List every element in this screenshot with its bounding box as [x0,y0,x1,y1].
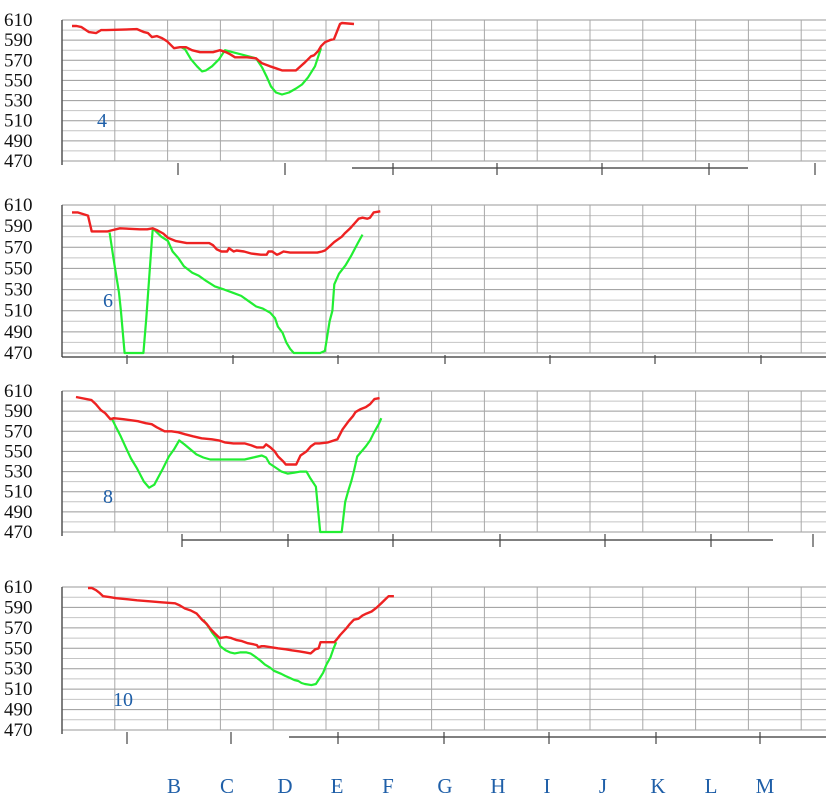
y-tick-label: 590 [4,401,33,422]
x-category-label: L [705,774,718,796]
y-tick-label: 590 [4,216,33,237]
x-category-label: E [331,774,344,796]
y-tick-label: 530 [4,659,33,680]
y-tick-label: 550 [4,70,33,91]
y-tick-label: 510 [4,679,33,700]
y-tick-label: 510 [4,482,33,503]
x-category-label: B [167,774,181,796]
panel-label: 10 [113,689,133,711]
y-tick-label: 490 [4,131,33,152]
y-tick-label: 470 [4,151,33,172]
x-category-label: C [220,774,234,796]
y-tick-label: 610 [4,195,33,216]
bottom-surface-line [202,619,338,687]
y-tick-label: 490 [4,700,33,721]
x-category-label: D [277,774,292,796]
y-tick-label: 550 [4,441,33,462]
top-surface-line [88,586,394,655]
top-surface-line [75,395,380,466]
bottom-surface-line [180,46,323,96]
x-category-label: I [544,774,551,796]
panel-label: 6 [103,290,113,312]
panel-label: 4 [97,110,107,132]
x-category-label: G [437,774,452,796]
x-category-label: H [490,774,505,796]
panel-label: 8 [103,486,113,508]
y-tick-label: 610 [4,381,33,402]
y-tick-label: 570 [4,421,33,442]
y-tick-label: 470 [4,720,33,741]
y-tick-label: 550 [4,258,33,279]
y-tick-label: 530 [4,462,33,483]
y-tick-label: 470 [4,343,33,364]
y-tick-label: 470 [4,522,33,543]
x-category-label: M [756,774,775,796]
top-surface-line [72,21,355,72]
x-category-label: K [650,774,665,796]
y-tick-label: 530 [4,280,33,301]
bottom-surface-line [108,227,364,355]
x-category-label: J [599,774,607,796]
y-tick-label: 490 [4,322,33,343]
y-tick-label: 530 [4,91,33,112]
y-tick-label: 510 [4,301,33,322]
y-tick-label: 550 [4,638,33,659]
y-tick-label: 490 [4,502,33,523]
y-tick-label: 590 [4,597,33,618]
y-tick-label: 610 [4,10,33,31]
y-tick-label: 570 [4,50,33,71]
y-tick-label: 570 [4,618,33,639]
bottom-surface-line [111,417,383,534]
y-tick-label: 590 [4,30,33,51]
y-tick-label: 610 [4,577,33,598]
x-category-label: F [382,774,394,796]
y-tick-label: 510 [4,111,33,132]
y-tick-label: 570 [4,237,33,258]
top-surface-line [72,210,381,256]
